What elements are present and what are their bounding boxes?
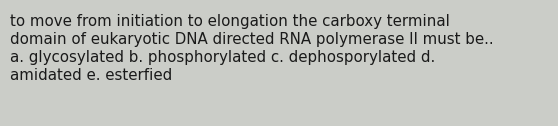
Text: domain of eukaryotic DNA directed RNA polymerase II must be..: domain of eukaryotic DNA directed RNA po… <box>10 32 494 47</box>
Text: amidated e. esterfied: amidated e. esterfied <box>10 68 172 83</box>
Text: a. glycosylated b. phosphorylated c. dephosporylated d.: a. glycosylated b. phosphorylated c. dep… <box>10 50 435 65</box>
Text: to move from initiation to elongation the carboxy terminal: to move from initiation to elongation th… <box>10 14 450 29</box>
